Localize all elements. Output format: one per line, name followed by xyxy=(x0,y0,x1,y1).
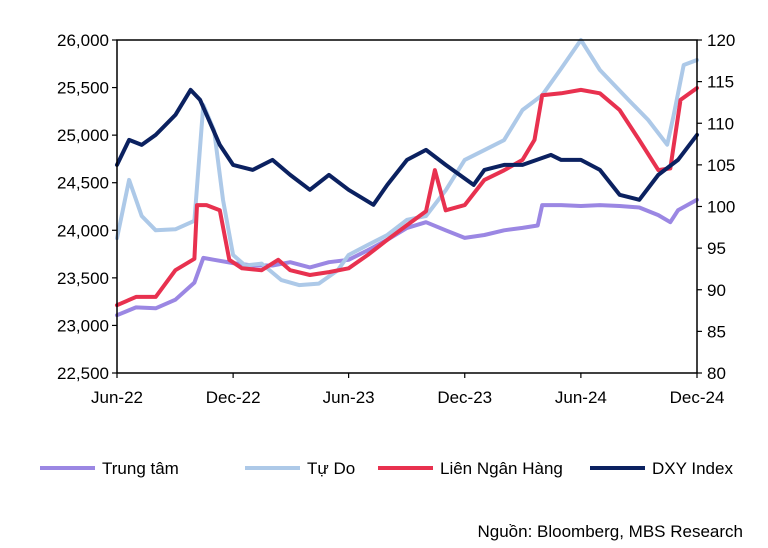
legend-label: DXY Index xyxy=(652,459,733,478)
source-note: Nguồn: Bloomberg, MBS Research xyxy=(477,522,743,541)
left-axis: 22,500 23,000 23,500 24,000 24,500 25,000 25,5… xyxy=(57,31,117,383)
series-line-tự-do xyxy=(115,38,699,288)
right-tick-label: 80 xyxy=(707,364,726,383)
right-axis: 80 85 90 95 100 105 110 115 120 xyxy=(697,31,735,383)
series-line-liên-ngân-hàng xyxy=(115,86,699,308)
x-tick-label: Dec-22 xyxy=(206,388,261,407)
x-axis: Jun-22 Dec-22 Jun-23 Dec-23 Jun-24 Dec-24 xyxy=(91,373,724,407)
x-tick-label: Dec-24 xyxy=(670,388,725,407)
legend-label: Trung tâm xyxy=(102,459,179,478)
series-line-dxy-index xyxy=(115,87,699,207)
right-tick-label: 105 xyxy=(707,156,735,175)
right-tick-label: 100 xyxy=(707,198,735,217)
legend: Trung tâm Tự Do Liên Ngân Hàng DXY Index xyxy=(40,459,733,478)
legend-label: Liên Ngân Hàng xyxy=(440,459,563,478)
x-tick-label: Jun-23 xyxy=(323,388,375,407)
x-tick-label: Jun-24 xyxy=(555,388,607,407)
left-tick-label: 24,000 xyxy=(57,221,109,240)
x-tick-label: Jun-22 xyxy=(91,388,143,407)
series-lines xyxy=(115,38,699,318)
x-tick-label: Dec-23 xyxy=(437,388,492,407)
left-tick-label: 26,000 xyxy=(57,31,109,50)
left-tick-label: 23,500 xyxy=(57,269,109,288)
right-tick-label: 90 xyxy=(707,281,726,300)
right-tick-label: 120 xyxy=(707,31,735,50)
legend-label: Tự Do xyxy=(307,459,355,478)
left-tick-label: 25,500 xyxy=(57,79,109,98)
plot-frame xyxy=(116,39,698,374)
right-tick-label: 115 xyxy=(707,73,734,92)
left-tick-label: 25,000 xyxy=(57,126,109,145)
left-tick-label: 22,500 xyxy=(57,364,109,383)
right-tick-label: 95 xyxy=(707,239,726,258)
left-tick-label: 23,000 xyxy=(57,316,109,335)
series-line-trung-tâm xyxy=(115,197,699,318)
left-tick-label: 24,500 xyxy=(57,174,109,193)
right-tick-label: 85 xyxy=(707,322,726,341)
right-tick-label: 110 xyxy=(707,114,734,133)
